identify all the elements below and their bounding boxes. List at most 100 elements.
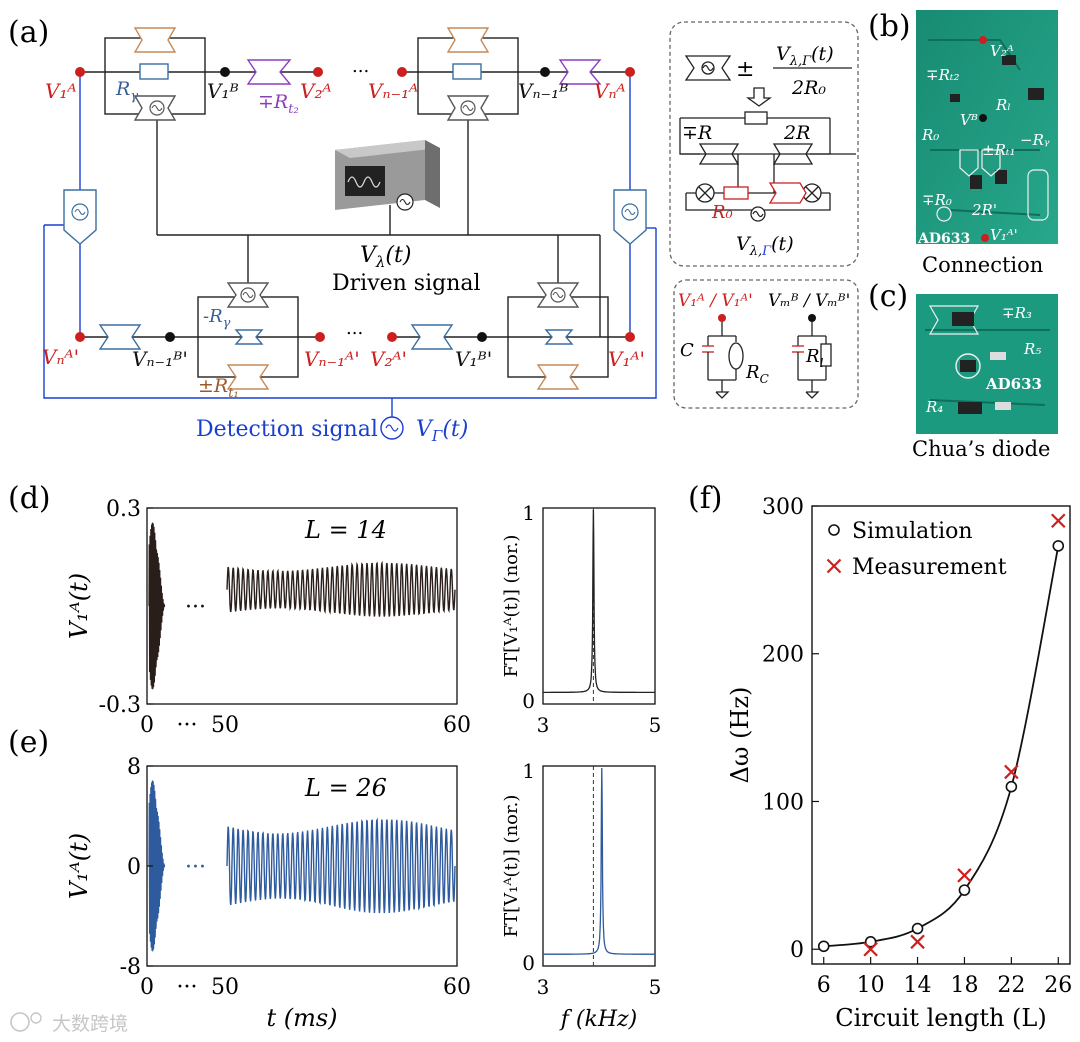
y-tick-label: 0.3 [106,497,141,522]
node-label-vna: Vₙᴬ [594,79,626,103]
pcb-b-label-vb: Vᴮ [960,111,978,129]
watermark: 大数跨境 [10,1012,128,1035]
spectrum-trace [543,509,655,694]
pcb-b-label-rt1: ±Rₜ₁ [982,141,1016,159]
chart-f-scatter: 0 100 200 300 6 10 14 18 22 26 Simulation Measureme… [726,495,1072,1032]
node-label-vna-prime: Vₙᴬ' [42,345,79,369]
chart-label: L = 26 [304,774,387,802]
plot-frame [542,765,656,967]
transient-trace [148,522,166,690]
measurement-point [1004,764,1019,780]
inset-c: C [680,340,694,361]
detection-signal-label: Detection signal [196,417,378,442]
plot-frame [542,507,656,705]
node-label-v2a-prime: V₂ᴬ' [370,347,407,371]
legend-measurement-marker [826,558,842,574]
panel-label-c: (c) [868,279,908,314]
panel-label-f: (f) [688,481,723,516]
circuit-nodes [75,67,635,342]
simulation-point [958,884,971,896]
pcb-c-label-r5: R₅ [1023,340,1041,358]
panel-label-d: (d) [8,481,51,516]
x-tick-label: 22 [997,973,1025,998]
y-axis-label: V₁ᴬ(t) [65,833,93,899]
pcb-b-label-v2a: V₂ᴬ [990,42,1014,60]
y-tick-label: 0 [522,951,535,975]
chart-e-spectrum: 1 03 5 FT[V₁ᴬ(t)] (nor.) f (kHz) [501,759,661,1032]
node-label-v1a-prime: V₁ᴬ' [608,347,645,371]
y-tick-label: 100 [762,790,804,815]
coupling-amplifiers [98,59,602,350]
pcb-photo-connection [916,10,1058,244]
plot-frame [811,505,1071,965]
inset-top-frame [669,21,859,267]
ellipsis-top: ... [352,56,369,77]
simulation-point [911,922,924,935]
pcb-b-label-rl: Rₗ [995,96,1011,114]
inset-mp-r: ∓R [682,122,712,144]
x-tick-label: 5 [649,975,662,999]
node-label-vn1b-prime: Vₙ₋₁ᴮ' [132,347,188,371]
pcb-c-label-r4: R₄ [925,398,943,416]
inset-bottom-frame [673,279,859,409]
x-tick-label: 0 [140,713,154,738]
label-neg-r-gamma: -Rγ [203,306,231,331]
inset-bottom-circuit [702,314,832,399]
legend-simulation-label: Simulation [852,519,973,544]
inset-node-a: V₁ᴬ / V₁ᴬ' [678,291,753,311]
x-tick-label: 50 [211,975,239,1000]
x-tick-label: 60 [443,975,471,1000]
x-tick-label: 0 [140,975,154,1000]
pcb-b-label-rgamma: −Rᵧ [1020,131,1050,149]
x-tick-label: 3 [537,975,550,999]
node-label-vn1b: Vₙ₋₁ᴮ [518,79,568,103]
pcb-b-label-rt2: ∓Rₜ₂ [926,66,960,84]
y-tick-label: 8 [127,755,141,780]
x-tick-label: 18 [950,973,978,998]
inset-source-label: Vλ,Γ(t) [736,233,794,259]
node-label-v1a: V₁ᴬ [45,79,77,103]
function-generator-icon [335,140,440,211]
chart-label: L = 14 [304,516,387,544]
inset-top-circuit [679,55,856,222]
pcb-b-label-r0: R₀ [921,126,939,144]
panel-label-b: (b) [868,9,911,44]
x-axis-label: Circuit length (L) [835,1004,1046,1032]
y-tick-label: 1 [522,501,535,525]
simulation-point [864,936,877,948]
x-tick-label: 10 [857,973,885,998]
top-cell-n-components [446,27,490,121]
x-tick-label: ··· [177,713,198,738]
x-tick-label: 3 [537,713,550,737]
node-label-v1b-prime: V₁ᴮ' [455,347,492,371]
watermark-text: 大数跨境 [52,1013,128,1035]
x-tick-label: 26 [1044,973,1072,998]
pcb-b-label-mp-r0: ∓R₀ [922,191,952,209]
legend-measurement-label: Measurement [852,555,1007,580]
node-label-vn1a-prime: Vₙ₋₁ᴬ' [304,347,360,371]
pcb-b-label-ad633: AD633 [917,231,970,247]
y-axis-label: FT[V₁ᴬ(t)] (nor.) [501,535,522,678]
label-mp-rt2: ∓Rt₂ [258,91,299,117]
ellipsis-bottom: ... [346,318,363,339]
x-axis-label: t (ms) [266,1004,337,1032]
node-label-v2a: V₂ᴬ [300,79,332,103]
simulation-point [817,940,830,953]
node-label-v1b: V₁ᴮ [207,79,239,103]
y-tick-label: 0 [127,855,141,880]
y-tick-label: 1 [522,759,535,783]
panel-label-e: (e) [8,725,49,760]
spectrum-trace [543,767,655,955]
plot-ellipsis: ··· [185,855,206,880]
transient-trace [148,780,166,952]
legend-simulation-marker [828,524,840,536]
inset-two-r: 2R [783,122,810,144]
pcb-photo-chua-diode [916,294,1058,434]
driven-signal-label: Driven signal [332,271,481,296]
y-axis-label: V₁ᴬ(t) [65,573,93,639]
x-tick-label: 14 [904,973,932,998]
inset-frac-num: Vλ,Γ(t) [776,43,834,69]
node-label-vn1a: Vₙ₋₁ᴬ [368,79,418,103]
inset-r0: R₀ [711,202,733,223]
